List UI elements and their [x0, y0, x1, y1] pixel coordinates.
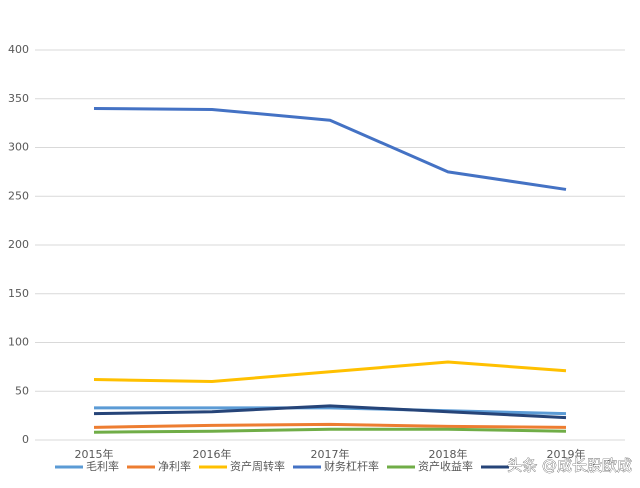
legend-label: 毛利率: [86, 459, 119, 473]
y-tick-label: 200: [8, 238, 29, 251]
legend-label: 净利率: [158, 459, 191, 473]
y-tick-label: 100: [8, 336, 29, 349]
y-tick-label: 250: [8, 189, 29, 202]
y-tick-label: 150: [8, 287, 29, 300]
legend-label: 财务杠杆率: [324, 459, 379, 473]
y-tick-label: 350: [8, 92, 29, 105]
y-tick-label: 400: [8, 43, 29, 56]
line-series: [93, 360, 567, 383]
legend-label: 资产周转率: [230, 459, 285, 473]
legend-label: 资产收益率: [418, 459, 473, 473]
x-tick-label: 2016年: [193, 447, 232, 461]
y-tick-label: 300: [8, 141, 29, 154]
line-series: [93, 107, 567, 191]
line-series: [93, 427, 567, 434]
x-tick-label: 2015年: [75, 447, 114, 461]
x-tick-label: 2017年: [311, 447, 350, 461]
x-tick-label: 2018年: [429, 447, 468, 461]
x-tick-label: 2019年: [547, 447, 586, 461]
line-series: [93, 404, 567, 420]
watermark: 头条 @成长股欧成: [507, 457, 632, 475]
y-tick-label: 0: [22, 433, 29, 446]
y-tick-label: 50: [15, 384, 29, 397]
line-series: [93, 422, 567, 429]
line-series: [94, 406, 567, 416]
